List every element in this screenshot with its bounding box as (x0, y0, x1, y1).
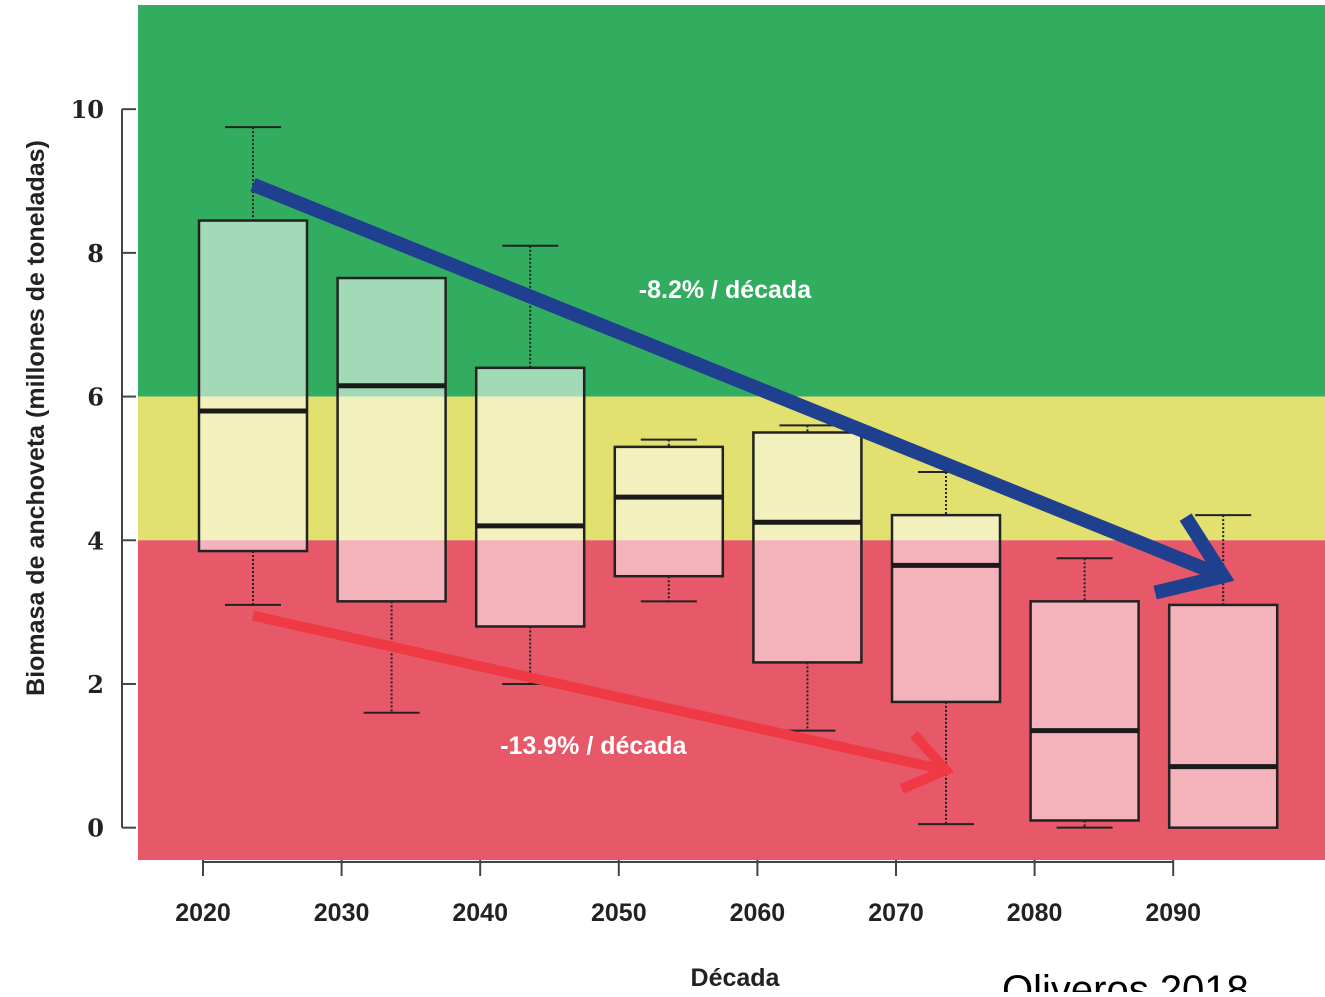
box-2020 (197, 126, 309, 606)
box-2050 (613, 438, 725, 603)
trend-arrows: -8.2% / década -13.9% / década (250, 178, 1235, 794)
box-2080 (1029, 557, 1140, 829)
trend-label-red: -13.9% / década (500, 732, 687, 760)
y-tick-label-10: 10 (71, 95, 104, 124)
zone-green (138, 5, 1325, 397)
x-tick-label-2080: 2080 (1007, 899, 1063, 927)
x-axis-title: Década (691, 964, 781, 992)
x-tick-label-2060: 2060 (730, 899, 786, 927)
box-iqr (1029, 600, 1140, 822)
arrow-head (899, 731, 955, 794)
x-tick-label-2090: 2090 (1145, 899, 1201, 927)
y-tick-label-6: 6 (87, 383, 104, 412)
arrow-head (1153, 513, 1235, 600)
background-zones (138, 5, 1325, 860)
box-iqr (613, 445, 725, 578)
x-tick-label-2070: 2070 (868, 899, 924, 927)
trend-arrow-red: -13.9% / década (251, 610, 955, 794)
box-iqr (474, 366, 586, 628)
box-iqr (752, 431, 863, 664)
box-2060 (752, 424, 863, 732)
labels: Biomasa de anchoveta (millones de tonela… (22, 140, 1249, 997)
box-2040 (474, 244, 586, 685)
x-tick-label-2020: 2020 (175, 899, 231, 927)
box-plots (197, 126, 1279, 829)
arrow-shaft (251, 610, 948, 776)
box-2090 (1167, 514, 1279, 829)
axes: 0 2 4 6 8 10 2020 2030 2040 2050 2060 2070 2080 2090 (71, 95, 1201, 927)
box-2030 (336, 276, 447, 714)
box-iqr (336, 276, 447, 603)
x-tick-label-2050: 2050 (591, 899, 647, 927)
x-tick-label-2030: 2030 (314, 899, 370, 927)
y-tick-label-0: 0 (87, 814, 104, 843)
trend-arrow-blue: -8.2% / década (250, 178, 1235, 600)
trend-label-blue: -8.2% / década (639, 276, 812, 304)
box-iqr (890, 513, 1002, 704)
box-iqr (1167, 603, 1279, 829)
zone-yellow (138, 396, 1325, 541)
arrow-shaft (250, 178, 1226, 583)
box-iqr (197, 219, 309, 553)
y-tick-label-8: 8 (87, 239, 104, 268)
zone-red (138, 540, 1325, 860)
y-tick-label-4: 4 (87, 526, 104, 555)
box-2070 (890, 471, 1002, 826)
x-tick-label-2040: 2040 (452, 899, 508, 927)
source-citation: Oliveros 2018 (1002, 968, 1249, 992)
y-axis-title: Biomasa de anchoveta (millones de tonela… (22, 140, 50, 696)
y-tick-label-2: 2 (87, 670, 104, 699)
